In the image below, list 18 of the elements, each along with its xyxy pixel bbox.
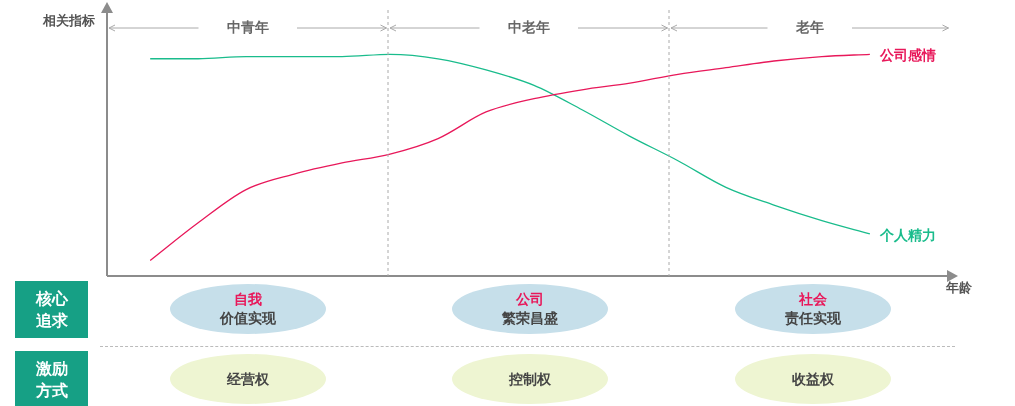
- text: 激励方式: [34, 357, 69, 402]
- text: 核心追求: [34, 287, 69, 332]
- series-label: 个人精力: [878, 226, 936, 243]
- text: 收益权: [792, 369, 834, 389]
- text: 价值实现: [220, 309, 276, 328]
- series-label: 公司感情: [878, 46, 936, 63]
- text: 中老年: [507, 18, 550, 35]
- text: 经营权: [227, 369, 269, 389]
- text: 公司: [516, 290, 544, 309]
- x-axis-title: 年龄: [945, 280, 973, 296]
- text: 社会: [799, 290, 827, 309]
- text: 繁荣昌盛: [502, 309, 558, 328]
- text: 控制权: [509, 369, 551, 389]
- y-axis-title: 相关指标: [42, 13, 95, 29]
- text: 中青年: [226, 18, 269, 35]
- text: 老年: [794, 18, 824, 35]
- text: 自我: [234, 290, 262, 309]
- text: 责任实现: [785, 309, 841, 328]
